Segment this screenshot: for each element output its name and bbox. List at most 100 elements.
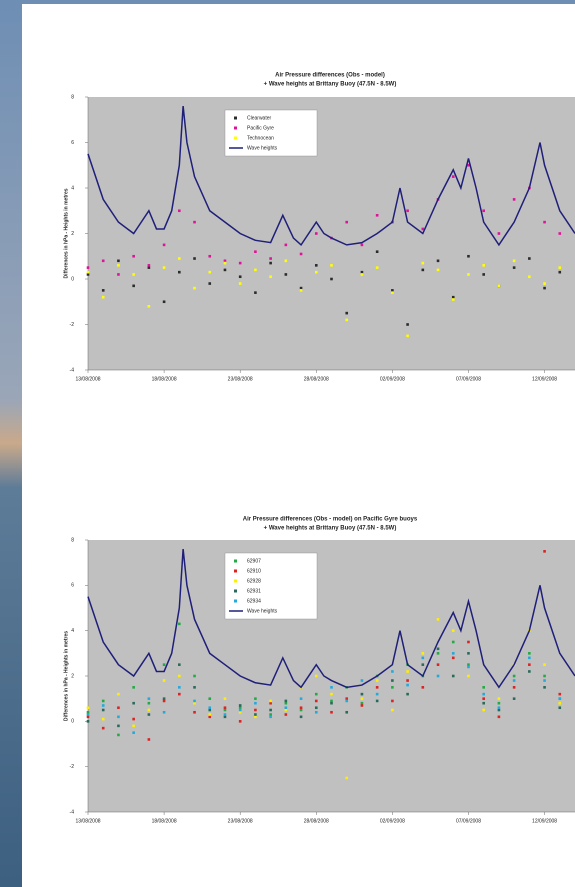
point xyxy=(101,289,105,292)
point xyxy=(101,708,105,712)
point xyxy=(117,715,120,719)
point xyxy=(269,701,272,705)
point xyxy=(193,674,196,678)
point xyxy=(512,697,516,700)
point xyxy=(238,704,242,707)
point xyxy=(132,724,135,728)
point xyxy=(558,701,562,705)
point xyxy=(117,273,120,276)
wave-line xyxy=(87,548,575,689)
point xyxy=(360,273,364,276)
plot-area xyxy=(88,97,575,370)
side-photo xyxy=(0,0,22,887)
point xyxy=(360,692,364,696)
point xyxy=(451,629,455,632)
point xyxy=(101,699,105,703)
point xyxy=(238,720,242,723)
point xyxy=(238,261,242,265)
point xyxy=(436,618,440,621)
point xyxy=(497,232,501,235)
point xyxy=(528,275,531,279)
point xyxy=(467,674,470,678)
point xyxy=(436,652,440,655)
point xyxy=(451,652,455,655)
x-tick-label: 18/08/2008 xyxy=(152,376,177,382)
point xyxy=(254,291,257,294)
point xyxy=(314,699,318,703)
point xyxy=(117,724,120,728)
point xyxy=(436,674,440,678)
point xyxy=(178,270,181,274)
point xyxy=(208,254,212,258)
x-tick-label: 07/09/2008 xyxy=(456,376,481,382)
point xyxy=(360,270,364,274)
point xyxy=(558,266,562,269)
point xyxy=(497,697,501,700)
point xyxy=(528,652,531,655)
point xyxy=(497,284,501,288)
point xyxy=(193,699,196,703)
y-tick-label: 4 xyxy=(71,185,74,191)
point xyxy=(299,252,303,256)
point xyxy=(208,706,212,710)
point xyxy=(269,257,272,260)
point xyxy=(299,706,303,710)
point xyxy=(223,713,227,716)
point xyxy=(467,273,470,276)
point xyxy=(345,318,349,322)
point xyxy=(330,701,333,705)
point xyxy=(299,708,303,712)
point xyxy=(208,282,212,285)
point xyxy=(406,683,409,687)
point xyxy=(391,686,394,689)
point xyxy=(375,214,379,217)
point xyxy=(208,715,212,719)
point xyxy=(208,270,212,274)
point xyxy=(421,656,425,660)
point xyxy=(101,726,105,730)
point xyxy=(117,692,120,696)
point xyxy=(269,699,272,703)
point xyxy=(558,270,562,274)
point xyxy=(406,692,409,696)
point xyxy=(238,708,242,712)
point xyxy=(543,286,546,290)
legend-label: 62931 xyxy=(247,588,261,594)
point xyxy=(86,713,90,716)
point xyxy=(132,686,135,689)
point xyxy=(208,713,212,716)
point xyxy=(208,708,212,712)
y-tick-label: 8 xyxy=(71,537,74,543)
point xyxy=(193,220,196,224)
point xyxy=(543,686,546,689)
point xyxy=(391,289,394,292)
point xyxy=(238,282,242,285)
y-tick-label: 2 xyxy=(71,673,74,679)
point xyxy=(254,697,257,700)
point xyxy=(558,697,562,700)
legend-box xyxy=(224,552,318,620)
point xyxy=(391,670,394,673)
point xyxy=(299,697,303,700)
point xyxy=(543,220,546,224)
legend-swatch xyxy=(234,126,237,130)
point xyxy=(147,738,151,741)
point xyxy=(421,663,425,666)
point xyxy=(162,699,166,703)
y-tick-label: 6 xyxy=(71,583,74,589)
point xyxy=(254,250,257,253)
point xyxy=(223,715,227,719)
point xyxy=(467,652,470,655)
point xyxy=(345,776,349,780)
point xyxy=(314,692,318,696)
point xyxy=(178,257,181,260)
point xyxy=(147,264,151,267)
point xyxy=(147,701,151,705)
point xyxy=(132,284,135,288)
point xyxy=(132,701,135,705)
point xyxy=(451,640,455,644)
point xyxy=(482,692,485,696)
point xyxy=(543,679,546,682)
x-tick-label: 02/09/2008 xyxy=(380,376,405,382)
